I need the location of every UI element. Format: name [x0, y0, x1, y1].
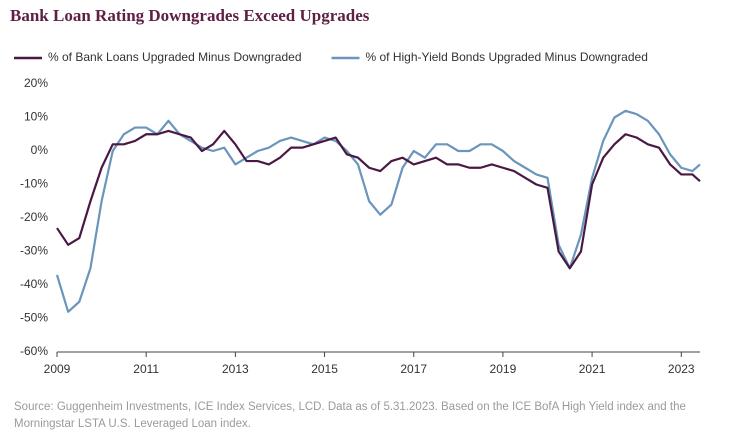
y-tick-label: -40%: [20, 277, 48, 291]
x-tick-label: 2011: [133, 362, 159, 376]
legend-label: % of Bank Loans Upgraded Minus Downgrade…: [48, 50, 302, 64]
x-tick-label: 2023: [668, 362, 695, 376]
source-note: Morningstar LSTA U.S. Leveraged Loan ind…: [14, 418, 251, 430]
y-tick-label: -60%: [20, 344, 48, 358]
x-tick-label: 2015: [311, 362, 338, 376]
y-tick-label: 20%: [24, 76, 48, 90]
y-tick-label: -20%: [20, 210, 48, 224]
x-tick-label: 2013: [222, 362, 249, 376]
y-tick-label: 0%: [31, 143, 49, 157]
y-tick-label: -30%: [20, 244, 48, 258]
x-tick-label: 2021: [579, 362, 606, 376]
source-note: Source: Guggenheim Investments, ICE Inde…: [14, 401, 686, 413]
y-tick-label: -50%: [20, 311, 48, 325]
legend-label: % of High-Yield Bonds Upgraded Minus Dow…: [366, 50, 648, 64]
y-tick-label: 10%: [24, 110, 48, 124]
x-tick-label: 2019: [490, 362, 517, 376]
series-line: [55, 109, 701, 313]
series-line: [56, 129, 701, 270]
x-tick-label: 2017: [400, 362, 427, 376]
x-tick-label: 2009: [44, 362, 71, 376]
y-tick-label: -10%: [20, 177, 48, 191]
chart-title: Bank Loan Rating Downgrades Exceed Upgra…: [10, 6, 370, 25]
